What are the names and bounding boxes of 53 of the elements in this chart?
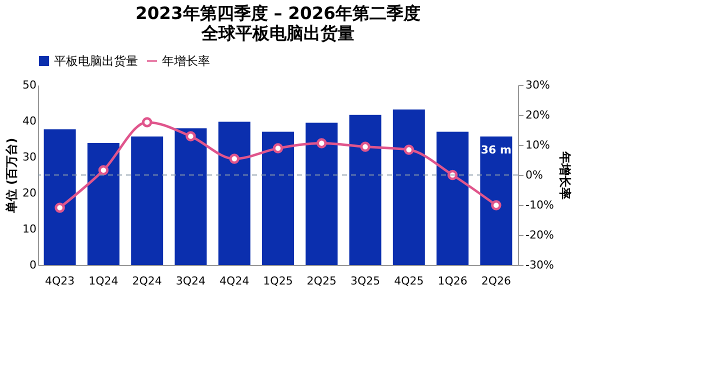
x-tick-label: 2Q25: [306, 274, 336, 288]
point: [54, 202, 65, 213]
y-tick-label: 50: [22, 78, 36, 92]
y-tick-label: 20: [22, 186, 36, 200]
y2-tick-label: -20%: [526, 228, 554, 242]
x-tick-label: 2Q26: [481, 274, 512, 288]
chart-title: 2023年第四季度 – 2026年第二季度: [136, 4, 420, 24]
y2-tick-label: 20%: [526, 108, 550, 122]
chart-subtitle: 全球平板电脑出货量: [200, 24, 354, 44]
point: [360, 142, 370, 152]
bar: [306, 122, 338, 265]
point: [404, 144, 414, 155]
x-tick-label: 3Q25: [350, 274, 380, 288]
point: [186, 131, 196, 142]
y-tick-label: 40: [22, 114, 36, 128]
point: [316, 138, 327, 148]
bar: [131, 136, 164, 265]
bar: [174, 128, 207, 265]
y-tick-label: 10: [22, 222, 36, 236]
x-tick-label: 4Q25: [394, 274, 424, 288]
point: [142, 117, 152, 128]
point: [98, 165, 109, 176]
legend-label: 平板电脑出货量: [54, 54, 138, 68]
point: [447, 170, 458, 180]
y2-tick-label: 30%: [526, 78, 550, 92]
x-tick-label: 2Q24: [132, 274, 162, 288]
point: [229, 154, 240, 164]
point: [272, 143, 284, 154]
x-tick-label: 3Q24: [176, 274, 206, 288]
y-tick-label: 30: [22, 150, 36, 164]
legend-label: 年增长率: [162, 54, 210, 68]
bar: [218, 122, 250, 265]
x-tick-label: 4Q24: [220, 274, 250, 288]
bar: [44, 129, 76, 265]
y2-tick-label: -30%: [526, 258, 554, 272]
bar: [262, 132, 294, 265]
y2-tick-label: 0%: [526, 168, 543, 182]
y2-axis-title: 年增长率: [558, 150, 572, 200]
y-tick-label: 0: [30, 258, 36, 272]
point: [491, 200, 502, 210]
bar: [87, 142, 120, 265]
y2-tick-label: 10%: [526, 138, 550, 152]
x-tick-label: 4Q23: [44, 274, 75, 288]
bar: [436, 132, 469, 265]
y2-tick-label: -10%: [526, 198, 554, 212]
bar: [480, 136, 512, 265]
y-axis-title: 单位 (百万台): [4, 138, 19, 214]
data-label: 36 m: [480, 143, 512, 156]
x-tick-label: 1Q26: [438, 274, 468, 288]
bar: [349, 114, 382, 265]
x-tick-label: 1Q25: [263, 274, 293, 288]
x-tick-label: 1Q24: [88, 274, 118, 288]
bar: [392, 109, 425, 265]
